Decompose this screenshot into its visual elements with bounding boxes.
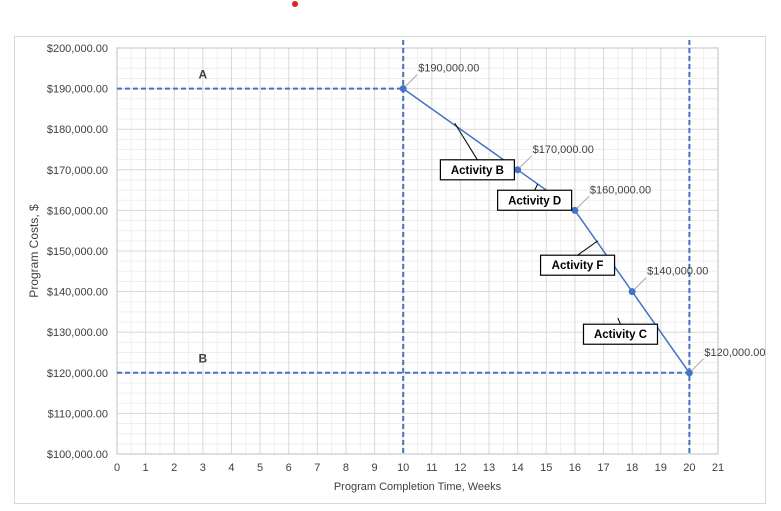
data-label-leader bbox=[576, 196, 590, 209]
reference-label: B bbox=[199, 352, 208, 366]
callout-leader bbox=[617, 317, 621, 325]
chart-frame bbox=[14, 36, 766, 504]
x-tick-label: 1 bbox=[143, 462, 149, 474]
callout-label: Activity B bbox=[451, 165, 504, 177]
x-tick-label: 3 bbox=[200, 462, 206, 474]
callout-box bbox=[582, 323, 659, 345]
y-tick-label: $190,000.00 bbox=[47, 84, 108, 96]
data-label-leader bbox=[404, 74, 418, 87]
x-tick-label: 6 bbox=[286, 462, 292, 474]
y-tick-label: $150,000.00 bbox=[47, 246, 108, 258]
data-label-leader bbox=[633, 277, 647, 290]
activity-callouts: Activity B Activity D Activity F Activity C bbox=[439, 122, 659, 345]
grid bbox=[116, 47, 719, 455]
x-tick-label: 9 bbox=[372, 462, 378, 474]
reference-lines: AB bbox=[117, 40, 691, 454]
x-tick-label: 2 bbox=[171, 462, 177, 474]
callout-leader bbox=[454, 122, 478, 161]
x-tick-label: 13 bbox=[483, 462, 495, 474]
x-tick-label: 21 bbox=[712, 462, 724, 474]
x-tick-label: 14 bbox=[512, 462, 524, 474]
y-tick-label: $180,000.00 bbox=[47, 124, 108, 136]
data-label: $170,000.00 bbox=[533, 144, 594, 156]
data-label-leader bbox=[691, 358, 704, 372]
callout-label: Activity D bbox=[508, 195, 561, 207]
x-tick-label: 15 bbox=[540, 462, 552, 474]
data-label: $120,000.00 bbox=[704, 347, 765, 359]
red-dot-marker bbox=[292, 1, 298, 7]
y-tick-label: $200,000.00 bbox=[47, 43, 108, 55]
y-tick-label: $160,000.00 bbox=[47, 205, 108, 217]
y-tick-label: $120,000.00 bbox=[47, 368, 108, 380]
x-tick-label: 7 bbox=[314, 462, 320, 474]
callout-label: Activity C bbox=[594, 329, 647, 341]
plot-area-border bbox=[116, 47, 719, 455]
axes: Program Completion Time, Weeks Program C… bbox=[27, 43, 724, 493]
series: $190,000.00 $170,000.00 $160,000.00 $140,00… bbox=[399, 63, 766, 377]
x-tick-label: 5 bbox=[257, 462, 263, 474]
data-point bbox=[399, 85, 407, 93]
callout-leader bbox=[534, 183, 539, 191]
reference-label: A bbox=[199, 67, 208, 81]
x-tick-label: 16 bbox=[569, 462, 581, 474]
x-tick-label: 20 bbox=[683, 462, 695, 474]
x-tick-label: 8 bbox=[343, 462, 349, 474]
x-tick-label: 19 bbox=[655, 462, 667, 474]
x-tick-label: 12 bbox=[454, 462, 466, 474]
callout-box bbox=[439, 159, 515, 181]
data-point bbox=[685, 369, 693, 377]
x-tick-label: 10 bbox=[397, 462, 409, 474]
data-label: $190,000.00 bbox=[418, 63, 479, 75]
x-tick-label: 18 bbox=[626, 462, 638, 474]
x-tick-label: 11 bbox=[426, 462, 437, 474]
data-label-leader bbox=[519, 155, 533, 169]
y-tick-label: $100,000.00 bbox=[47, 449, 108, 461]
y-axis-title: Program Costs, $ bbox=[27, 204, 41, 298]
x-tick-label: 4 bbox=[228, 462, 234, 474]
callout-label: Activity F bbox=[552, 260, 604, 272]
y-tick-label: $140,000.00 bbox=[47, 287, 108, 299]
y-tick-label: $110,000.00 bbox=[48, 408, 108, 420]
callout-leader bbox=[577, 240, 599, 256]
data-label: $140,000.00 bbox=[647, 266, 708, 278]
x-axis-title: Program Completion Time, Weeks bbox=[334, 481, 502, 493]
data-label: $160,000.00 bbox=[590, 184, 651, 196]
x-tick-label: 0 bbox=[114, 462, 120, 474]
callout-box bbox=[539, 254, 616, 276]
y-tick-label: $170,000.00 bbox=[47, 165, 108, 177]
callout-box bbox=[497, 189, 573, 211]
data-point bbox=[628, 288, 636, 296]
y-tick-label: $130,000.00 bbox=[47, 327, 108, 339]
x-tick-label: 17 bbox=[597, 462, 609, 474]
